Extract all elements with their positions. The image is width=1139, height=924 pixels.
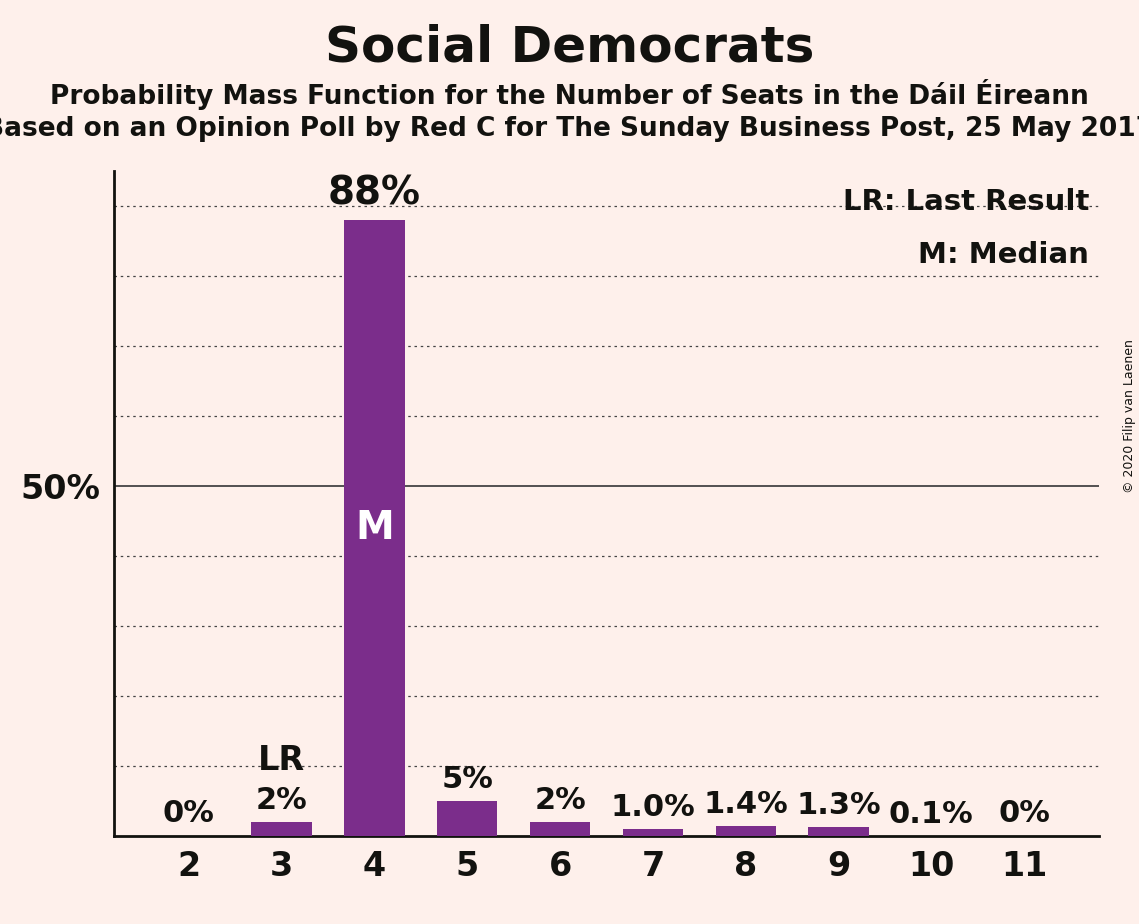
Bar: [437, 801, 498, 836]
Text: 0%: 0%: [163, 799, 215, 828]
Text: LR: Last Result: LR: Last Result: [843, 188, 1089, 215]
Text: 2%: 2%: [256, 786, 308, 815]
Text: LR: LR: [259, 744, 305, 777]
Bar: [715, 826, 776, 836]
Text: 0%: 0%: [998, 799, 1050, 828]
Bar: [344, 220, 404, 836]
Text: M: Median: M: Median: [918, 241, 1089, 269]
Text: 88%: 88%: [328, 175, 421, 213]
Text: 5%: 5%: [441, 765, 493, 795]
Text: Based on an Opinion Poll by Red C for The Sunday Business Post, 25 May 2017: Based on an Opinion Poll by Red C for Th…: [0, 116, 1139, 141]
Bar: [252, 822, 312, 836]
Text: © 2020 Filip van Laenen: © 2020 Filip van Laenen: [1123, 339, 1137, 492]
Text: 0.1%: 0.1%: [890, 799, 974, 829]
Text: 1.3%: 1.3%: [796, 791, 880, 821]
Text: Probability Mass Function for the Number of Seats in the Dáil Éireann: Probability Mass Function for the Number…: [50, 79, 1089, 110]
Bar: [809, 827, 869, 836]
Bar: [623, 829, 683, 836]
Text: 2%: 2%: [534, 786, 585, 815]
Bar: [530, 822, 590, 836]
Text: M: M: [355, 509, 394, 547]
Text: 1.4%: 1.4%: [704, 790, 788, 820]
Text: Social Democrats: Social Democrats: [325, 23, 814, 71]
Text: 1.0%: 1.0%: [611, 793, 695, 822]
